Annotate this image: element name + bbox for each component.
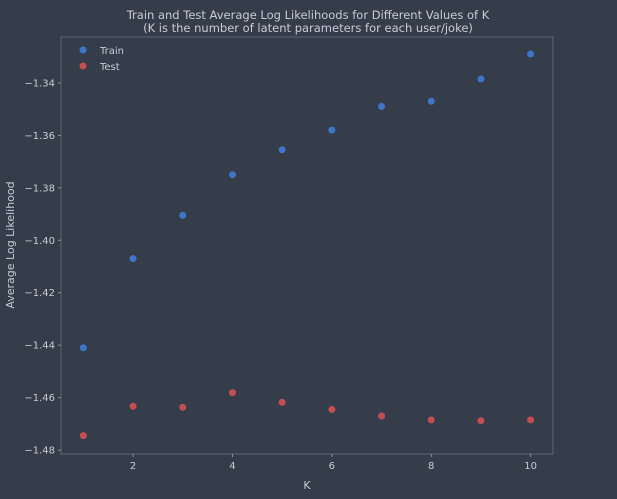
test-point — [477, 417, 485, 425]
legend-marker-test — [79, 62, 87, 70]
x-axis: 2 4 6 8 10 — [130, 454, 537, 472]
train-point — [179, 211, 187, 219]
train-point — [79, 344, 87, 352]
test-point — [179, 403, 187, 411]
y-axis-label: Average Log Likelihood — [4, 181, 17, 308]
y-tick-label: −1.36 — [24, 131, 55, 142]
plot-area — [60, 36, 554, 455]
y-tick-label: −1.46 — [24, 393, 55, 404]
train-point — [129, 255, 137, 263]
test-point — [228, 389, 236, 397]
x-tick-label: 8 — [428, 461, 434, 472]
y-tick-label: −1.40 — [24, 236, 55, 247]
legend-label-train: Train — [99, 46, 124, 57]
x-tick-label: 2 — [130, 461, 136, 472]
y-tick-label: −1.38 — [24, 183, 55, 194]
train-point — [328, 126, 336, 134]
test-point — [378, 412, 386, 420]
test-point — [328, 405, 336, 413]
train-point — [378, 103, 386, 110]
train-point — [228, 171, 236, 179]
test-point — [278, 398, 286, 406]
y-tick-label: −1.48 — [24, 446, 55, 457]
test-point — [527, 416, 535, 424]
legend-marker-train — [79, 46, 87, 54]
chart-subtitle: (K is the number of latent parameters fo… — [143, 21, 473, 35]
train-point — [278, 146, 286, 154]
x-tick-label: 10 — [524, 461, 537, 472]
train-point — [527, 50, 535, 58]
x-tick-label: 4 — [229, 461, 235, 472]
legend-label-test: Test — [99, 62, 120, 73]
train-point — [477, 75, 485, 83]
test-point — [79, 432, 87, 440]
x-axis-label: K — [303, 479, 311, 492]
test-point — [427, 416, 435, 424]
y-tick-label: −1.34 — [24, 78, 55, 89]
data-points — [79, 50, 535, 440]
legend: Train Test — [79, 46, 124, 73]
train-point — [427, 97, 435, 105]
y-tick-label: −1.44 — [24, 341, 55, 352]
x-tick-label: 6 — [329, 461, 335, 472]
chart-title: Train and Test Average Log Likelihoods f… — [126, 8, 490, 22]
y-axis: −1.34 −1.36 −1.38 −1.40 −1.42 −1.44 −1.46 −1.48 — [24, 78, 61, 457]
y-tick-label: −1.42 — [24, 288, 55, 299]
test-point — [129, 402, 137, 410]
